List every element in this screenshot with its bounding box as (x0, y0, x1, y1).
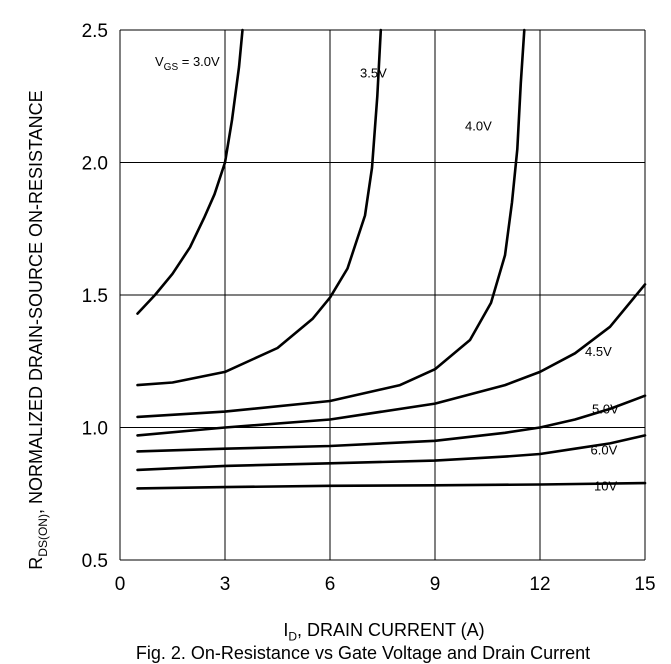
series-line-3-0V (136, 28, 244, 315)
curves (136, 28, 647, 490)
series-line-4-5V (136, 283, 647, 437)
y-axis-label: RDS(ON), NORMALIZED DRAIN-SOURCE ON-RESI… (26, 90, 50, 570)
y-tick-label: 1.5 (82, 286, 108, 307)
series-line-5-0V (136, 394, 647, 453)
x-tick-label: 6 (325, 574, 336, 595)
curve-label: 3.5V (360, 66, 387, 81)
x-tick-label: 15 (634, 574, 655, 595)
figure-caption: Fig. 2. On-Resistance vs Gate Voltage an… (135, 643, 591, 663)
series-line-3-5V (136, 28, 383, 387)
curve-label: 4.0V (465, 119, 492, 134)
vgs-label: VGS = 3.0V (155, 54, 220, 73)
tick-labels: 0 3 6 9 12 15 0.5 1.0 1.5 2.0 2.5 (82, 21, 656, 595)
x-tick-label: 0 (115, 574, 126, 595)
x-tick-label: 12 (529, 574, 550, 595)
x-axis-label: ID, DRAIN CURRENT (A) (283, 620, 485, 644)
curve-label: 10V (594, 478, 617, 493)
y-tick-label: 0.5 (82, 551, 108, 572)
grid (119, 29, 646, 561)
series-line-10V (136, 481, 647, 490)
curve-label: 6.0V (591, 443, 618, 458)
y-tick-label: 2.0 (82, 154, 108, 175)
curve-label: 5.0V (592, 402, 619, 417)
x-tick-label: 9 (430, 574, 441, 595)
y-tick-label: 2.5 (82, 21, 108, 42)
series-line-4-0V (136, 28, 526, 419)
curve-label: 4.5V (585, 344, 612, 359)
y-tick-label: 1.0 (82, 419, 108, 440)
curve-labels: 3.5V 4.0V 4.5V 5.0V 6.0V 10V (360, 66, 619, 494)
series-line-6-0V (136, 434, 647, 472)
x-tick-label: 3 (220, 574, 231, 595)
